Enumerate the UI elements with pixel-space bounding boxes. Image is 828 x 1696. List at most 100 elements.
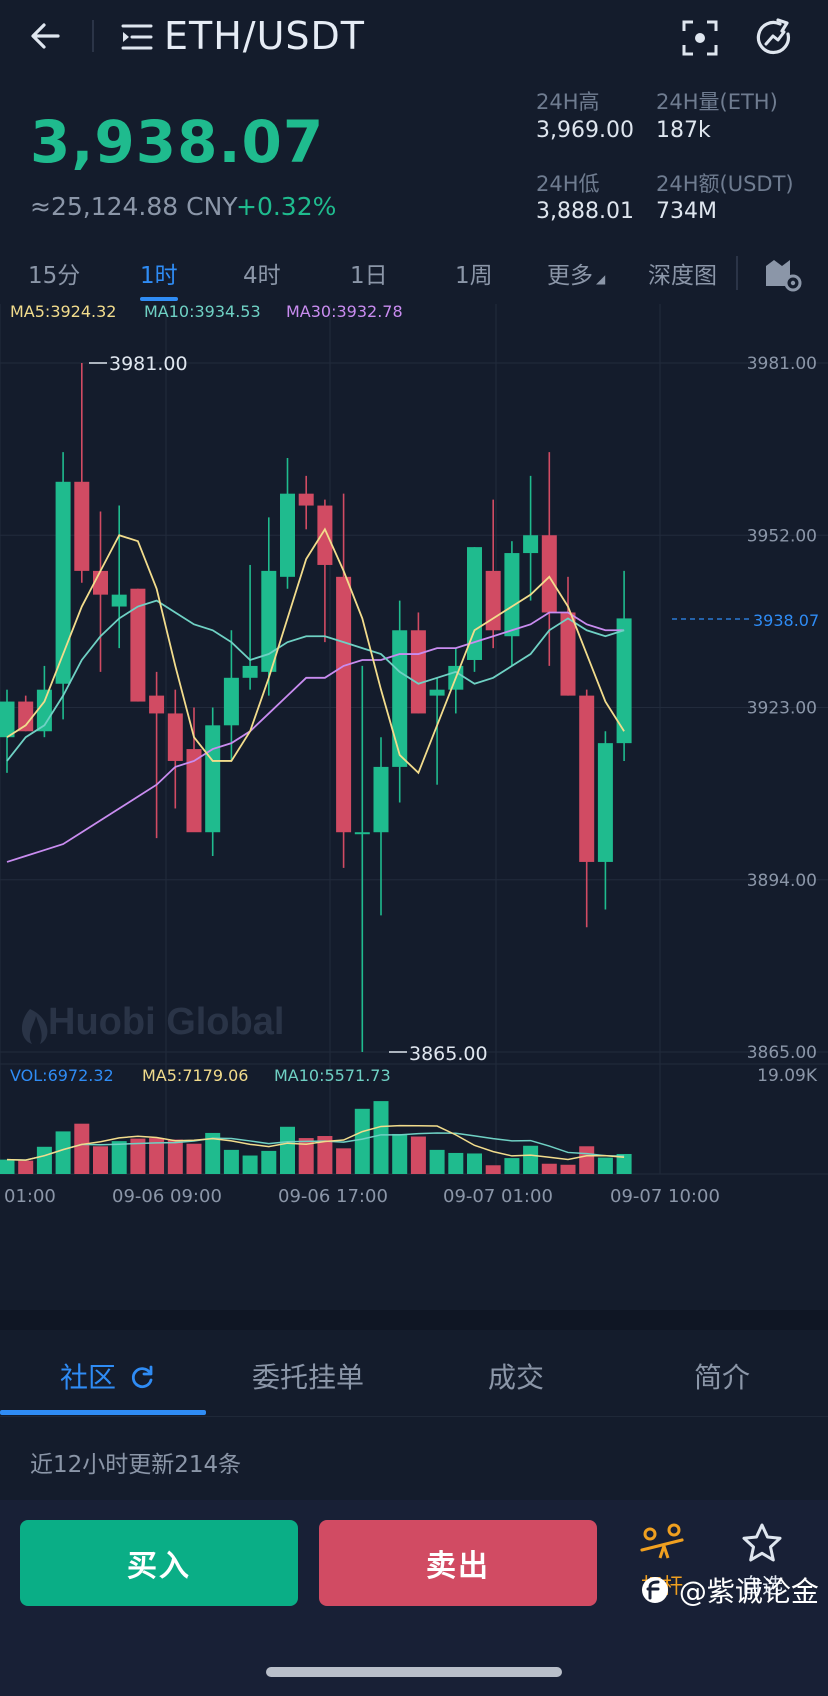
max-price-marker: 3981.00 <box>109 353 188 375</box>
volume-bar <box>149 1138 165 1174</box>
bottom-tabs-divider <box>0 1416 828 1417</box>
time-tick-label: 09-06 17:00 <box>278 1186 388 1207</box>
time-axis: 01:00 09-06 09:00 09-06 17:00 09-07 01:00 09… <box>4 1186 720 1207</box>
candle-down <box>186 749 202 833</box>
volume-bar <box>0 1159 15 1174</box>
ma30-line <box>6 611 625 863</box>
volume-bar <box>392 1133 408 1174</box>
volume-bar <box>467 1153 482 1174</box>
candle-up <box>111 594 127 607</box>
tab-more-label: 更多 <box>547 263 593 289</box>
volume-bar <box>448 1152 464 1174</box>
volume-bar <box>317 1136 333 1174</box>
source-watermark-text: @紫诚论金 <box>678 1575 819 1608</box>
candle-up <box>280 493 295 577</box>
volume-ma10-line <box>6 1132 625 1161</box>
last-price: 3,938.07 <box>30 108 325 176</box>
candle-down <box>130 588 146 702</box>
candle-up <box>354 832 370 835</box>
volume-bar <box>130 1138 146 1174</box>
volume-bar <box>111 1141 127 1174</box>
scan-icon[interactable] <box>680 18 720 58</box>
tab-open-orders[interactable]: 委托挂单 <box>252 1361 365 1394</box>
time-tick-label: 01:00 <box>4 1186 56 1207</box>
candle-up <box>523 535 539 554</box>
home-indicator[interactable] <box>266 1667 562 1677</box>
tab-community[interactable]: 社区 <box>60 1356 155 1396</box>
buy-button[interactable]: 买入 <box>20 1520 298 1606</box>
volume-bar <box>504 1158 520 1174</box>
price-tick-label: 3894.00 <box>747 871 817 891</box>
candle-up <box>373 766 389 833</box>
stat-volume-value: 187k <box>656 118 711 143</box>
tab-depth-chart[interactable]: 深度图 <box>648 263 717 289</box>
min-price-marker: 3865.00 <box>409 1043 488 1065</box>
volume-bar <box>205 1132 221 1174</box>
volume-bar <box>373 1101 389 1174</box>
volume-bar <box>410 1136 426 1174</box>
candle-up <box>205 725 221 833</box>
sell-button[interactable]: 卖出 <box>319 1520 597 1606</box>
tab-trades[interactable]: 成交 <box>488 1361 545 1394</box>
pair-list-icon[interactable] <box>120 20 154 54</box>
tab-community-label: 社区 <box>60 1361 117 1394</box>
caret-down-icon: ◢ <box>596 272 606 286</box>
candle-up <box>0 701 15 738</box>
candle-up <box>223 677 239 726</box>
volume-bar <box>429 1149 445 1174</box>
volume-bar <box>597 1157 613 1174</box>
vol-ma5-legend: MA5:7179.06 <box>142 1066 248 1085</box>
bottom-tab-indicator <box>0 1410 206 1415</box>
back-arrow-icon[interactable] <box>26 16 66 56</box>
community-update-note: 近12小时更新214条 <box>30 1452 242 1478</box>
chart-settings-icon[interactable] <box>764 256 802 292</box>
volume-ma5-line <box>6 1124 625 1161</box>
stat-amount-value: 734M <box>656 199 717 224</box>
volume-bar <box>167 1139 183 1174</box>
stat-high-label: 24H高 <box>536 90 600 114</box>
ma30-legend: MA30:3932.78 <box>286 304 403 321</box>
top-bar: ETH/USDT <box>0 0 828 76</box>
candle-up <box>392 630 408 767</box>
volume-bar <box>55 1131 71 1174</box>
leverage-icon <box>640 1523 684 1559</box>
candle-up <box>616 618 632 744</box>
weibo-logo-icon <box>642 1577 668 1603</box>
tab-1h[interactable]: 1时 <box>140 263 178 289</box>
candle-down <box>317 505 333 565</box>
candle-up <box>467 547 482 660</box>
period-tabs: 15分 1时 4时 1日 1周 更多 ◢ 深度图 <box>0 256 828 304</box>
candles-layer <box>0 363 632 1052</box>
volume-bar <box>18 1160 34 1174</box>
trading-pair-title[interactable]: ETH/USDT <box>164 14 366 58</box>
vol-legend: VOL:6972.32 <box>10 1066 114 1085</box>
candle-down <box>18 701 34 732</box>
tab-15min[interactable]: 15分 <box>28 263 81 289</box>
tab-4h[interactable]: 4时 <box>243 263 281 289</box>
tab-1d[interactable]: 1日 <box>350 263 388 289</box>
watchlist-button[interactable]: 自选 <box>727 1522 797 1600</box>
price-tick-label: 3865.00 <box>747 1043 817 1063</box>
volume-bar <box>186 1143 202 1174</box>
ma10-legend: MA10:3934.53 <box>144 304 261 321</box>
volume-bar <box>616 1153 632 1174</box>
tab-more[interactable]: 更多 ◢ <box>547 256 605 290</box>
volume-bar <box>579 1146 595 1174</box>
marker-layer: 3981.00 3865.00 3938.07 <box>89 353 819 1065</box>
vol-ma10-legend: MA10:5571.73 <box>274 1066 391 1085</box>
tab-1w[interactable]: 1周 <box>455 263 493 289</box>
candle-down <box>149 695 165 714</box>
price-tick-label: 3923.00 <box>747 699 817 719</box>
vol-max-label: 19.09K <box>757 1066 818 1086</box>
stat-high-value: 3,969.00 <box>536 118 634 143</box>
trend-refresh-icon[interactable] <box>754 18 794 58</box>
kline-chart[interactable]: Huobi Global 3981.00 3952.00 3923.00 3894.0… <box>0 304 828 1310</box>
tab-intro[interactable]: 简介 <box>694 1361 751 1394</box>
candle-up <box>261 570 277 672</box>
star-icon <box>742 1523 782 1562</box>
refresh-icon[interactable] <box>129 1364 155 1390</box>
time-tick-label: 09-07 01:00 <box>443 1186 553 1207</box>
stat-amount-label: 24H额(USDT) <box>656 172 794 196</box>
price-axis: 3981.00 3952.00 3923.00 3894.00 3865.00 <box>747 354 817 1063</box>
tab-divider <box>736 256 738 290</box>
